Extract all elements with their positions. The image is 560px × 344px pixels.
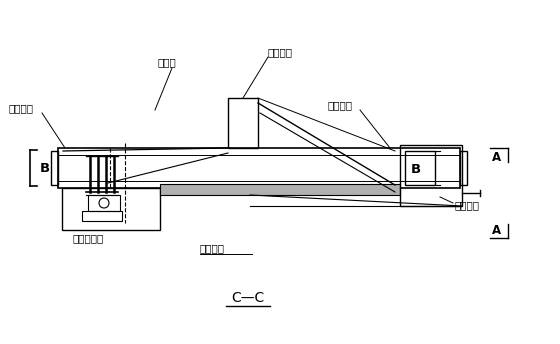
Text: 工作平台: 工作平台 bbox=[455, 200, 480, 210]
Bar bbox=[405, 151, 435, 185]
Text: A: A bbox=[492, 224, 501, 237]
Text: C—C: C—C bbox=[231, 291, 265, 305]
Text: 待浇梁段: 待浇梁段 bbox=[328, 100, 353, 110]
Bar bbox=[460, 151, 467, 185]
Bar bbox=[51, 151, 58, 185]
Text: B: B bbox=[40, 161, 50, 174]
Text: 行走钉挂: 行走钉挂 bbox=[268, 47, 293, 57]
Text: B: B bbox=[411, 162, 421, 175]
Text: 已浇梁段: 已浇梁段 bbox=[8, 103, 33, 113]
Bar bbox=[62, 188, 160, 230]
Bar bbox=[82, 211, 122, 221]
Bar bbox=[160, 184, 400, 195]
Text: A: A bbox=[492, 151, 501, 164]
Text: 液压装置: 液压装置 bbox=[200, 243, 225, 253]
Bar bbox=[88, 195, 120, 211]
Text: 后锡座系统: 后锡座系统 bbox=[72, 233, 103, 243]
Bar bbox=[400, 145, 462, 206]
Bar bbox=[228, 98, 258, 148]
Text: 斜拉索: 斜拉索 bbox=[158, 57, 177, 67]
Bar bbox=[58, 148, 460, 188]
